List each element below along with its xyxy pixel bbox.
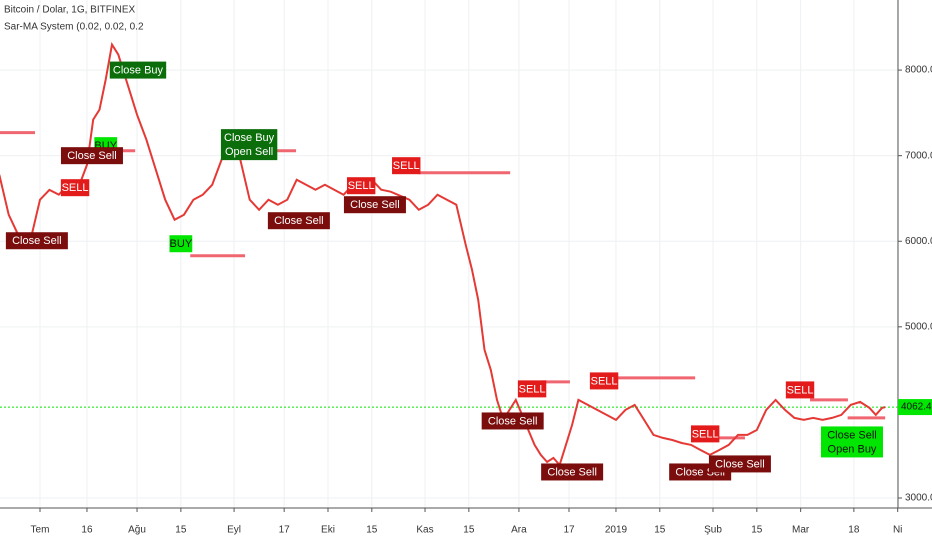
x-tick-label: 18	[848, 525, 860, 536]
signal-text: Close Buy	[224, 132, 275, 144]
x-tick-label: Kas	[416, 525, 433, 536]
signal-text: SELL	[519, 383, 546, 395]
signal-text: SELL	[62, 182, 89, 194]
signal-text: BUY	[170, 238, 193, 250]
signal-text: SELL	[348, 180, 375, 192]
x-tick-label: 15	[654, 525, 666, 536]
signal-label	[346, 177, 376, 195]
signal-text: Close Buy	[113, 64, 164, 76]
y-tick-label: 8000.0	[905, 65, 932, 76]
x-tick-label: 15	[175, 525, 187, 536]
signal-text: SELL	[393, 160, 420, 172]
signal-label	[392, 157, 421, 175]
x-tick-label: 17	[563, 525, 575, 536]
grid	[0, 0, 899, 508]
signal-text: Close Sell	[274, 215, 324, 227]
signal-text: Close Sell	[12, 235, 62, 247]
current-price-label: 4062.4	[901, 402, 932, 413]
signal-label	[589, 372, 619, 390]
x-tick-label: 2019	[605, 525, 628, 536]
signal-label	[109, 61, 167, 79]
x-tick-label: Şub	[704, 525, 722, 536]
signal-label	[517, 380, 547, 398]
signal-text: Close Sell	[715, 458, 765, 470]
signal-text: Close Sell	[827, 429, 877, 441]
signal-label	[708, 455, 771, 473]
signal-text: SELL	[591, 375, 618, 387]
signal-text: SELL	[787, 384, 814, 396]
price-line	[0, 41, 886, 468]
signal-label	[60, 179, 90, 197]
signal-label	[820, 426, 883, 458]
x-tick-label: Eki	[321, 525, 335, 536]
signal-text: Close Sell	[547, 466, 597, 478]
x-tick-label: Mar	[792, 525, 810, 536]
signal-label	[220, 129, 278, 161]
signal-text: Open Buy	[828, 443, 877, 455]
y-tick-label: 3000.0	[905, 493, 932, 504]
signal-label	[5, 232, 68, 250]
signal-label	[481, 412, 544, 430]
x-tick-label: 15	[366, 525, 378, 536]
x-tick-label: Eyl	[227, 525, 241, 536]
indicator-name: Sar-MA System (0.02, 0.02, 0.2	[4, 22, 144, 33]
signal-text: SELL	[692, 428, 719, 440]
x-tick-label: Tem	[31, 525, 50, 536]
signal-label	[690, 425, 720, 443]
y-tick-label: 7000.0	[905, 150, 932, 161]
chart-title: Bitcoin / Dolar, 1G, BITFINEX	[4, 5, 135, 16]
signal-label	[267, 212, 330, 230]
signal-label	[785, 381, 815, 399]
signal-label	[169, 235, 193, 253]
signal-label	[60, 147, 123, 165]
x-tick-label: 16	[81, 525, 93, 536]
x-tick-label: Ni	[893, 525, 902, 536]
x-tick-label: Ağu	[128, 525, 146, 536]
current-price-badge	[898, 399, 932, 416]
x-tick-label: 15	[751, 525, 763, 536]
signal-text: Open Sell	[225, 146, 273, 158]
signal-label	[541, 463, 604, 481]
signal-label	[343, 196, 406, 214]
signal-text: Close Sell	[67, 150, 117, 162]
signal-text: Close Sell	[488, 415, 538, 427]
x-tick-label: 17	[279, 525, 291, 536]
y-tick-label: 6000.0	[905, 236, 932, 247]
x-tick-label: Ara	[511, 525, 527, 536]
signal-text: Close Sell	[350, 199, 400, 211]
y-tick-label: 5000.0	[905, 321, 932, 332]
x-tick-label: 15	[463, 525, 475, 536]
